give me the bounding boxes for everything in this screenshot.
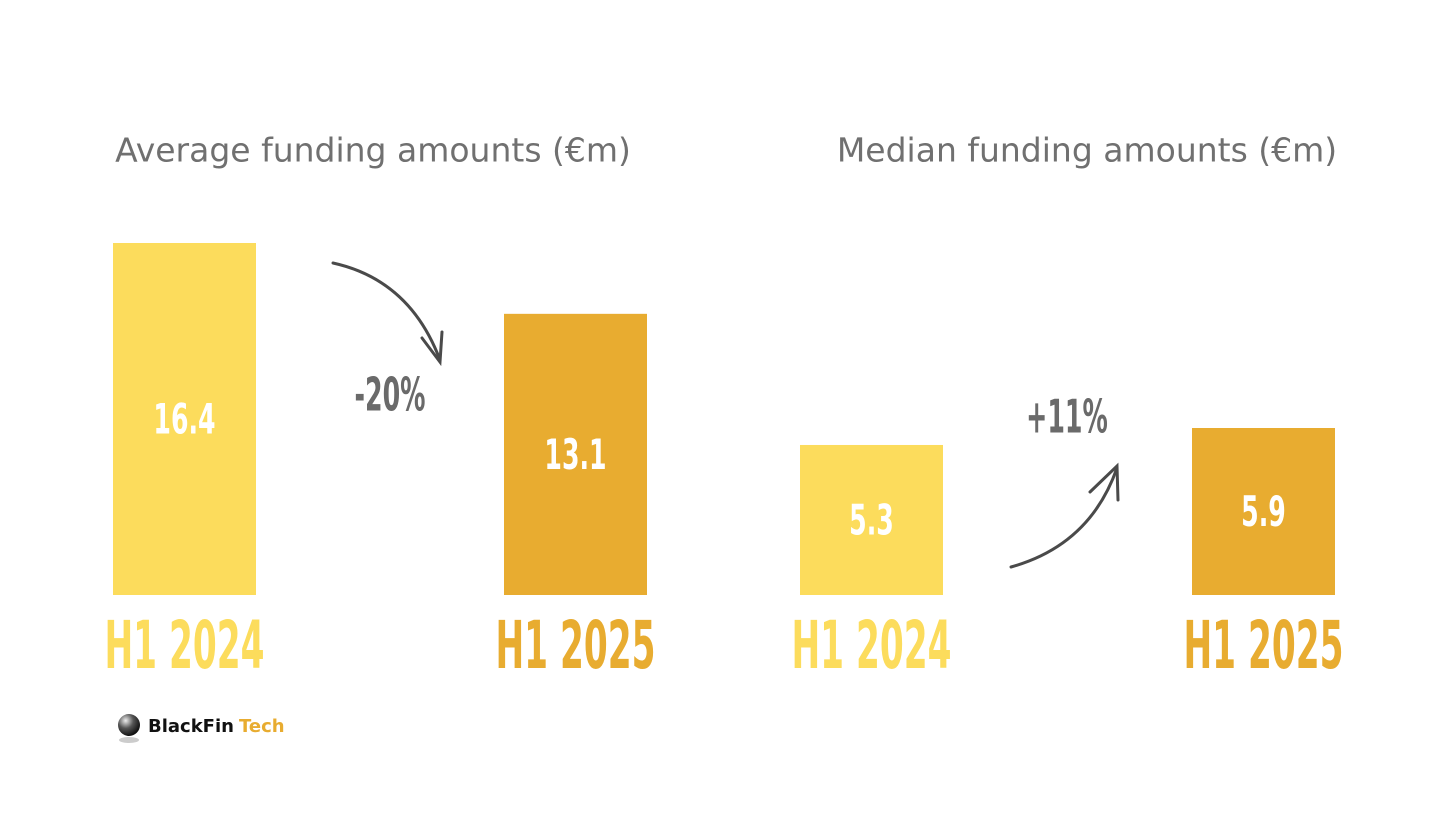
category-label: H1 2024: [791, 607, 951, 684]
bar: [800, 444, 943, 595]
change-annotation: +11%: [1026, 390, 1108, 444]
logo-shadow: [119, 737, 139, 743]
category-label: H1 2025: [495, 607, 655, 684]
bar: [113, 243, 256, 595]
value-label: 13.1: [544, 430, 606, 479]
category-label: H1 2024: [104, 607, 264, 684]
change-annotation: -20%: [354, 368, 425, 422]
value-label: 5.3: [849, 495, 894, 544]
bar: [504, 313, 647, 595]
down-arrow: [331, 261, 442, 362]
chart-title: Median funding amounts (€m): [837, 131, 1337, 170]
up-arrow: [1009, 466, 1119, 569]
value-label: 16.4: [153, 395, 215, 444]
category-label: H1 2025: [1183, 607, 1343, 684]
up-arrow-head: [1088, 462, 1120, 502]
logo-suffix: Tech: [239, 716, 285, 737]
arrows: [331, 261, 1120, 569]
logo-name: BlackFin: [148, 716, 234, 737]
logo-text: BlackFin Tech: [148, 716, 285, 737]
value-label: 5.9: [1241, 487, 1286, 536]
chart-title: Average funding amounts (€m): [115, 131, 631, 170]
logo-icon: [118, 714, 140, 736]
bar: [1192, 428, 1335, 595]
down-arrow-head: [420, 330, 444, 367]
